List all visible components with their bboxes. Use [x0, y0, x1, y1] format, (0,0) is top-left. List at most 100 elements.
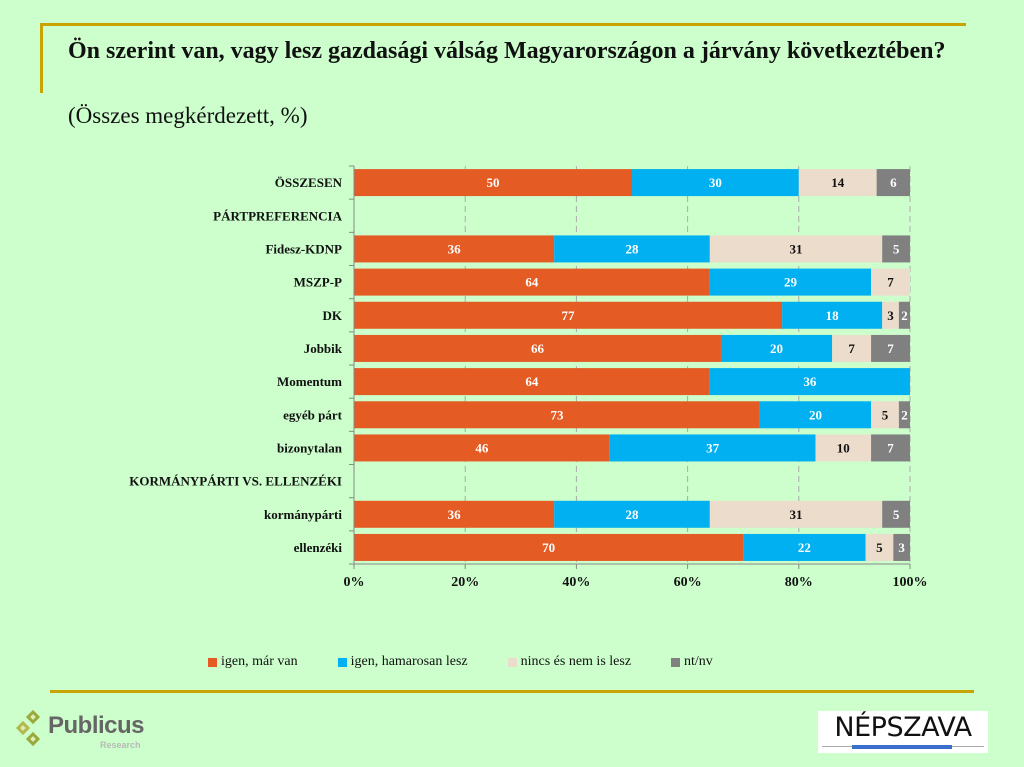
- bar-segment: [743, 533, 866, 561]
- nepszava-logo: NÉPSZAVA: [818, 711, 988, 753]
- data-label: 20: [809, 407, 822, 422]
- x-tick-labels: 0% 20% 40% 60% 80% 100%: [344, 575, 928, 590]
- data-label: 5: [876, 540, 883, 555]
- category-label: Jobbik: [304, 341, 343, 356]
- data-label: 31: [790, 241, 803, 256]
- data-label: 2: [901, 308, 908, 323]
- bar-segment: [354, 334, 721, 362]
- bar-segment: [354, 368, 710, 396]
- legend-item: nincs és nem is lesz: [507, 654, 632, 670]
- bar-segment: [354, 434, 610, 462]
- data-label: 14: [831, 175, 845, 190]
- data-label: 36: [448, 241, 462, 256]
- bar-segment: [871, 334, 910, 362]
- publicus-diamond-icon: [15, 709, 41, 747]
- data-label: 64: [525, 275, 539, 290]
- bar-segment: [709, 235, 883, 263]
- bar-segment: [798, 169, 877, 197]
- data-label: 36: [803, 374, 817, 389]
- bar-segment: [832, 334, 872, 362]
- axes: [349, 165, 911, 570]
- data-label: 10: [837, 440, 850, 455]
- nepszava-name: NÉPSZAVA: [834, 712, 972, 743]
- category-label: DK: [323, 308, 343, 323]
- bar-segment: [354, 500, 555, 528]
- bar-segment: [782, 301, 883, 329]
- data-label: 36: [448, 507, 462, 522]
- bar-segment: [893, 533, 910, 561]
- bar-segment: [709, 268, 872, 296]
- category-label: ellenzéki: [294, 540, 343, 555]
- legend-label: nincs és nem is lesz: [520, 654, 632, 669]
- bar-segment: [882, 500, 910, 528]
- bar-segment: [720, 334, 833, 362]
- data-label: 3: [887, 308, 894, 323]
- publicus-sub: Research: [100, 740, 141, 750]
- x-tick-label: 40%: [562, 575, 590, 590]
- data-label: 7: [887, 275, 894, 290]
- bar-segment: [709, 368, 910, 396]
- publicus-name: Publicus: [48, 712, 145, 739]
- category-label: KORMÁNYPÁRTI VS. ELLENZÉKI: [129, 474, 342, 489]
- bar-segment: [898, 401, 910, 429]
- bar-segment: [871, 401, 899, 429]
- legend-swatch-nincs: [507, 657, 517, 667]
- legend-swatch-igen-mar-van: [208, 657, 217, 667]
- data-label: 50: [487, 175, 500, 190]
- legend-label: igen, már van: [221, 654, 298, 669]
- data-label: 7: [848, 341, 855, 356]
- data-label: 31: [790, 507, 803, 522]
- bar-segment: [354, 235, 555, 263]
- category-label: ÖSSZESEN: [275, 175, 343, 190]
- publicus-logo: Publicus Research: [14, 709, 154, 754]
- data-label: 66: [531, 341, 545, 356]
- category-label: egyéb párt: [283, 407, 343, 422]
- category-label: MSZP-P: [294, 275, 342, 290]
- category-label: PÁRTPREFERENCIA: [213, 208, 342, 223]
- bar-segment: [354, 401, 760, 429]
- chart-subtitle: (Összes megkérdezett, %): [68, 103, 308, 128]
- legend-label: nt/nv: [684, 654, 713, 669]
- data-label: 18: [826, 308, 840, 323]
- bar-segment: [609, 434, 816, 462]
- x-tick-label: 80%: [785, 575, 813, 590]
- data-label: 73: [550, 407, 564, 422]
- data-label: 2: [901, 407, 908, 422]
- data-label: 64: [525, 374, 539, 389]
- legend-item: nt/nv: [671, 654, 713, 670]
- category-label: kormánypárti: [264, 507, 342, 522]
- data-label: 28: [626, 507, 640, 522]
- top-rule: [40, 23, 966, 26]
- bottom-rule: [50, 690, 974, 693]
- legend-label: igen, hamarosan lesz: [350, 654, 468, 669]
- legend-item: igen, hamarosan lesz: [337, 654, 468, 670]
- data-label: 46: [475, 440, 489, 455]
- data-label: 28: [626, 241, 640, 256]
- data-label: 30: [709, 175, 722, 190]
- data-label: 77: [562, 308, 576, 323]
- x-tick-label: 0%: [344, 575, 365, 590]
- bar-segment: [882, 235, 910, 263]
- data-label: 7: [887, 440, 894, 455]
- data-label: 22: [798, 540, 811, 555]
- legend-swatch-nt-nv: [671, 657, 681, 667]
- x-tick-label: 60%: [674, 575, 702, 590]
- bar-segment: [354, 301, 783, 329]
- category-label: Fidesz-KDNP: [265, 241, 342, 256]
- data-label: 3: [898, 540, 905, 555]
- bar-segment: [709, 500, 883, 528]
- category-label: bizonytalan: [277, 440, 343, 455]
- gridlines: [464, 166, 911, 565]
- data-label: 7: [887, 341, 894, 356]
- x-tick-label: 20%: [451, 575, 479, 590]
- chart-title: Ön szerint van, vagy lesz gazdasági váls…: [68, 38, 946, 64]
- legend-item: igen, már van: [208, 654, 298, 670]
- bar-segment: [876, 169, 910, 197]
- bar-segment: [882, 301, 899, 329]
- x-tick-label: 100%: [893, 575, 928, 590]
- bar-segment: [871, 268, 910, 296]
- bar-segment: [865, 533, 894, 561]
- bar-segment: [632, 169, 799, 197]
- data-label: 5: [893, 507, 900, 522]
